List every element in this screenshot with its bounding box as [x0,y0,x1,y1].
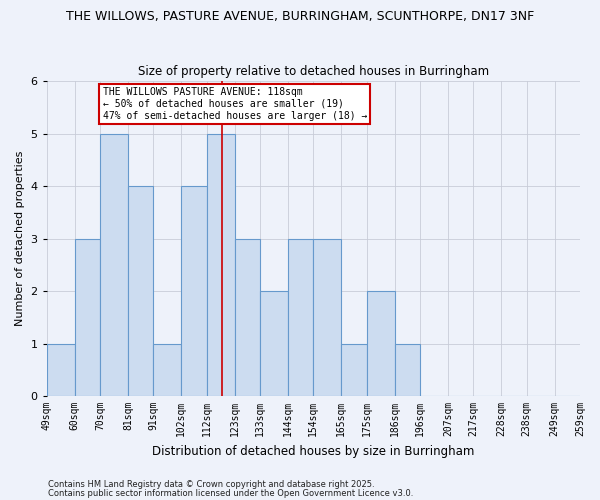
Bar [235,238,260,396]
Title: Size of property relative to detached houses in Burringham: Size of property relative to detached ho… [138,66,489,78]
Bar [181,186,206,396]
Bar [395,344,420,396]
Bar [128,186,154,396]
Text: Contains public sector information licensed under the Open Government Licence v3: Contains public sector information licen… [48,488,413,498]
Text: Contains HM Land Registry data © Crown copyright and database right 2025.: Contains HM Land Registry data © Crown c… [48,480,374,489]
Bar [367,291,395,396]
Bar [154,344,181,396]
Bar [100,134,128,396]
Y-axis label: Number of detached properties: Number of detached properties [15,151,25,326]
Bar [313,238,341,396]
Bar [260,291,288,396]
Bar [288,238,313,396]
Bar [341,344,367,396]
X-axis label: Distribution of detached houses by size in Burringham: Distribution of detached houses by size … [152,444,475,458]
Bar [74,238,100,396]
Bar [47,344,74,396]
Text: THE WILLOWS PASTURE AVENUE: 118sqm
← 50% of detached houses are smaller (19)
47%: THE WILLOWS PASTURE AVENUE: 118sqm ← 50%… [103,88,367,120]
Text: THE WILLOWS, PASTURE AVENUE, BURRINGHAM, SCUNTHORPE, DN17 3NF: THE WILLOWS, PASTURE AVENUE, BURRINGHAM,… [66,10,534,23]
Bar [206,134,235,396]
